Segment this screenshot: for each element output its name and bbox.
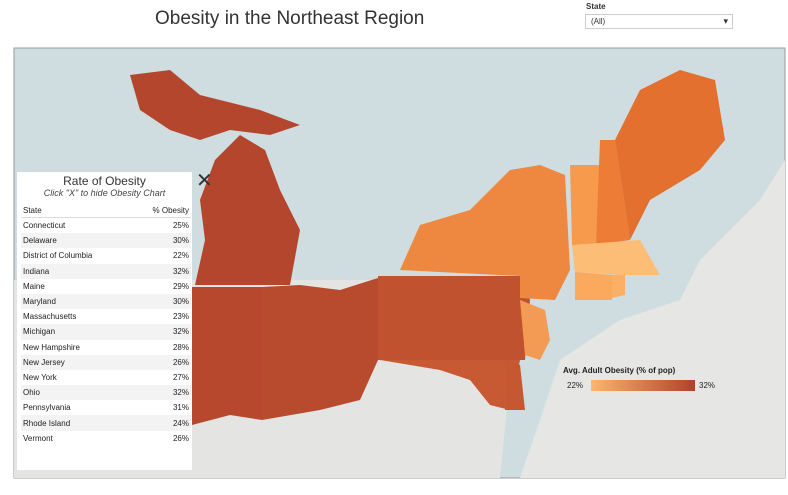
table-cell: 26% [172,433,189,443]
table-row: Rhode Island 24% [21,415,191,431]
maine [615,70,725,240]
table-cell: Maine [23,281,45,291]
table-cell: Pennsylvania [23,403,71,413]
table-row: Michigan 32% [21,324,191,340]
table-row: Indiana 32% [21,263,191,279]
table-cell: Michigan [21,324,131,340]
table-row: New Hampshire 28% [21,340,191,355]
table-cell: 30% [130,293,191,310]
legend-min: 22% [567,381,584,390]
new-jersey [520,300,550,360]
table-cell: Connecticut [23,221,66,231]
table-row: Pennsylvania 31% [21,400,191,415]
panel-subtitle: Click "X" to hide Obesity Chart [43,188,166,198]
column-header: % Obesity [130,204,191,218]
table-cell: 22% [172,251,189,261]
pennsylvania [378,276,530,360]
table-cell: 32% [130,324,191,340]
table-cell: 29% [172,281,189,291]
table-cell: Ohio [21,385,131,401]
table-cell: 31% [172,403,189,413]
obesity-panel: Rate of Obesity Click "X" to hide Obesit… [17,172,192,470]
table-row: Ohio 32% [21,385,191,401]
table-row: Delaware 30% [21,233,191,249]
obesity-table: State% Obesity Connecticut 25% Delaware 30% D… [21,204,191,446]
panel-title: Rate of Obesity [63,174,146,188]
land [14,48,785,478]
table-cell: 32% [130,263,191,279]
indiana [192,287,262,425]
table-cell: 24% [130,415,191,431]
vermont [570,165,600,245]
table-row: Massachusetts 23% [21,309,191,324]
table-cell: New Hampshire [23,342,80,352]
table-cell: New Jersey [21,354,131,370]
connecticut [575,272,612,300]
legend-max: 32% [699,381,716,390]
new-hampshire [596,140,630,245]
table-row: New York 27% [21,370,191,385]
table-cell: Maryland [21,293,131,310]
legend: Avg. Adult Obesity (% of pop) 22% 32% [563,366,715,391]
dashboard-title: Obesity in the Northeast Region [155,8,425,29]
table-cell: 28% [172,342,189,352]
table-cell: Rhode Island [21,415,131,431]
table-cell: Vermont [23,433,53,443]
table-row: Maine 29% [21,279,191,294]
table-row: New Jersey 26% [21,354,191,370]
table-row: Connecticut 25% [21,218,191,234]
ohio [262,278,378,420]
state-filter[interactable]: (All) [585,14,733,29]
table-cell: New York [23,372,57,382]
michigan [195,135,300,285]
maryland [380,360,520,410]
table-row: Vermont 26% [21,431,191,446]
column-header: State [21,204,131,218]
new-york [400,165,570,300]
close-button[interactable]: ✕ [196,170,213,192]
table-cell: Massachusetts [23,312,77,322]
table-row: District of Columbia 22% [21,248,191,263]
table-cell: 25% [172,221,189,231]
table-cell: District of Columbia [23,251,93,261]
legend-title: Avg. Adult Obesity (% of pop) [563,366,676,375]
massachusetts [572,240,660,275]
michigan-upper [130,70,300,140]
table-cell: 30% [130,233,191,249]
filter-label: State [586,2,606,11]
table-cell: 23% [172,312,189,322]
legend-gradient [591,380,695,391]
table-cell: 32% [130,385,191,401]
delaware [505,360,525,410]
rhode-island [612,275,625,298]
table-cell: 27% [172,372,189,382]
table-row: Maryland 30% [21,293,191,310]
table-cell: 26% [130,354,191,370]
table-cell: Indiana [21,263,131,279]
table-cell: Delaware [21,233,131,249]
